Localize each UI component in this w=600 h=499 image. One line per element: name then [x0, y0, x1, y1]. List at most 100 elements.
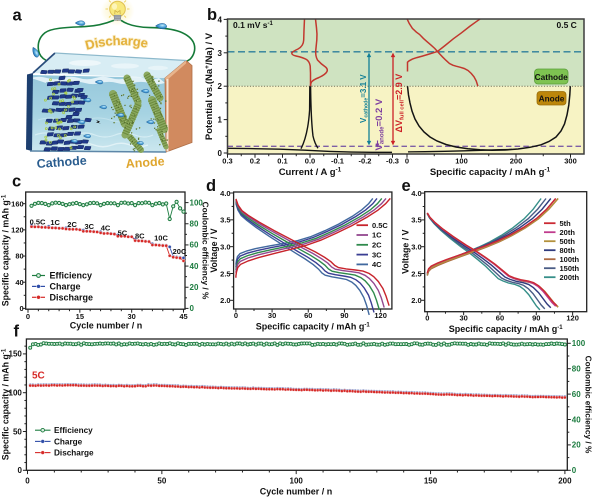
svg-text:Specific capacity / mAh g-1: Specific capacity / mAh g-1 [449, 324, 564, 334]
svg-text:Discharge: Discharge [50, 292, 94, 302]
svg-text:80th: 80th [560, 246, 576, 255]
svg-text:Voltage / V: Voltage / V [209, 228, 219, 272]
svg-text:Current / A g-1: Current / A g-1 [279, 167, 342, 179]
svg-text:0: 0 [218, 149, 223, 158]
svg-text:50: 50 [13, 427, 22, 436]
svg-text:3C: 3C [85, 222, 95, 231]
svg-text:0.1 mV s-1: 0.1 mV s-1 [233, 20, 273, 30]
svg-text:Efficiency: Efficiency [54, 426, 93, 435]
svg-text:3.0: 3.0 [220, 242, 230, 251]
svg-text:80: 80 [15, 252, 23, 261]
svg-text:100: 100 [9, 389, 23, 398]
svg-text:2C: 2C [67, 220, 77, 229]
svg-text:100th: 100th [560, 255, 580, 264]
svg-text:0.0: 0.0 [305, 157, 315, 166]
svg-text:5th: 5th [560, 219, 572, 228]
svg-text:20: 20 [572, 441, 581, 450]
svg-text:30: 30 [268, 311, 276, 320]
svg-text:Cycle number / n: Cycle number / n [70, 320, 143, 330]
svg-text:60: 60 [190, 241, 199, 250]
svg-text:200th: 200th [560, 273, 580, 282]
svg-text:0: 0 [405, 157, 409, 166]
svg-text:Specific capacity / mAh g-1: Specific capacity / mAh g-1 [430, 167, 551, 179]
svg-text:8C: 8C [135, 232, 145, 241]
svg-text:e: e [402, 177, 411, 195]
svg-text:100: 100 [455, 157, 468, 166]
svg-text:Discharge: Discharge [54, 449, 94, 458]
svg-text:1: 1 [218, 116, 223, 125]
svg-text:Cathode: Cathode [535, 72, 569, 82]
svg-text:3: 3 [218, 49, 223, 58]
svg-text:150th: 150th [560, 264, 580, 273]
svg-text:1C: 1C [372, 231, 382, 240]
svg-text:2C: 2C [372, 241, 382, 250]
svg-text:0.5C: 0.5C [372, 221, 388, 230]
svg-text:0.5 C: 0.5 C [557, 20, 577, 30]
svg-text:40: 40 [572, 415, 581, 424]
svg-text:0: 0 [25, 476, 30, 485]
svg-text:Voltage / V: Voltage / V [401, 229, 411, 273]
svg-text:15: 15 [76, 312, 84, 321]
svg-text:0: 0 [234, 311, 238, 320]
svg-text:2.0: 2.0 [411, 296, 421, 305]
svg-text:0: 0 [17, 466, 22, 475]
svg-text:Anode: Anode [125, 154, 165, 171]
svg-text:50: 50 [157, 476, 166, 485]
svg-text:-0.3: -0.3 [386, 157, 399, 166]
svg-text:0: 0 [425, 314, 429, 323]
svg-text:100: 100 [572, 339, 586, 348]
svg-text:-0.1: -0.1 [331, 157, 344, 166]
svg-text:1C: 1C [50, 218, 60, 227]
svg-text:2: 2 [218, 82, 223, 91]
svg-text:Charge: Charge [54, 437, 83, 446]
svg-text:0: 0 [20, 304, 24, 313]
svg-text:20C: 20C [173, 247, 187, 256]
svg-text:40: 40 [15, 278, 23, 287]
svg-text:5C: 5C [32, 371, 45, 382]
svg-text:80: 80 [572, 365, 581, 374]
svg-text:Efficiency: Efficiency [50, 271, 93, 281]
svg-text:40: 40 [190, 262, 199, 271]
svg-text:4.0: 4.0 [411, 189, 421, 198]
svg-text:3.0: 3.0 [411, 243, 421, 252]
svg-text:3.5: 3.5 [220, 216, 230, 225]
svg-text:20th: 20th [560, 228, 576, 237]
svg-text:20: 20 [190, 283, 199, 292]
svg-text:150: 150 [424, 476, 438, 485]
svg-text:150: 150 [9, 350, 23, 359]
svg-text:120: 120 [374, 311, 387, 320]
svg-text:90: 90 [340, 311, 348, 320]
svg-text:f: f [14, 323, 20, 341]
svg-text:50th: 50th [560, 237, 576, 246]
svg-text:80: 80 [190, 220, 199, 229]
svg-text:3.5: 3.5 [411, 216, 421, 225]
svg-text:4C: 4C [101, 224, 111, 233]
svg-text:Cathode: Cathode [36, 154, 87, 171]
svg-text:5C: 5C [118, 229, 128, 238]
svg-text:60: 60 [304, 311, 312, 320]
svg-text:0.1: 0.1 [277, 157, 287, 166]
svg-text:Charge: Charge [50, 281, 81, 291]
svg-text:120: 120 [566, 314, 579, 323]
svg-text:2.5: 2.5 [220, 269, 230, 278]
svg-text:0.3: 0.3 [222, 157, 232, 166]
svg-text:0: 0 [190, 304, 195, 313]
svg-text:45: 45 [179, 312, 187, 321]
svg-text:2.0: 2.0 [220, 296, 230, 305]
svg-text:Specific capacity / mAh g-1: Specific capacity / mAh g-1 [1, 348, 11, 460]
svg-text:0.5C: 0.5C [30, 218, 46, 227]
svg-text:0.2: 0.2 [250, 157, 260, 166]
svg-text:60: 60 [572, 390, 581, 399]
svg-text:Coulombic efficiency / %: Coulombic efficiency / % [584, 356, 594, 454]
svg-text:Anode: Anode [539, 94, 565, 104]
svg-text:0: 0 [26, 312, 30, 321]
svg-text:Vcathode=3.1 V: Vcathode=3.1 V [359, 74, 370, 123]
svg-text:30: 30 [128, 312, 136, 321]
svg-text:120: 120 [11, 225, 24, 234]
svg-text:Coulombic efficiency / %: Coulombic efficiency / % [201, 202, 211, 300]
svg-text:90: 90 [532, 314, 540, 323]
svg-text:4: 4 [218, 15, 223, 24]
svg-text:Specific capacity / mAh g-1: Specific capacity / mAh g-1 [1, 194, 11, 306]
svg-text:d: d [206, 177, 216, 195]
svg-text:0: 0 [572, 466, 577, 475]
